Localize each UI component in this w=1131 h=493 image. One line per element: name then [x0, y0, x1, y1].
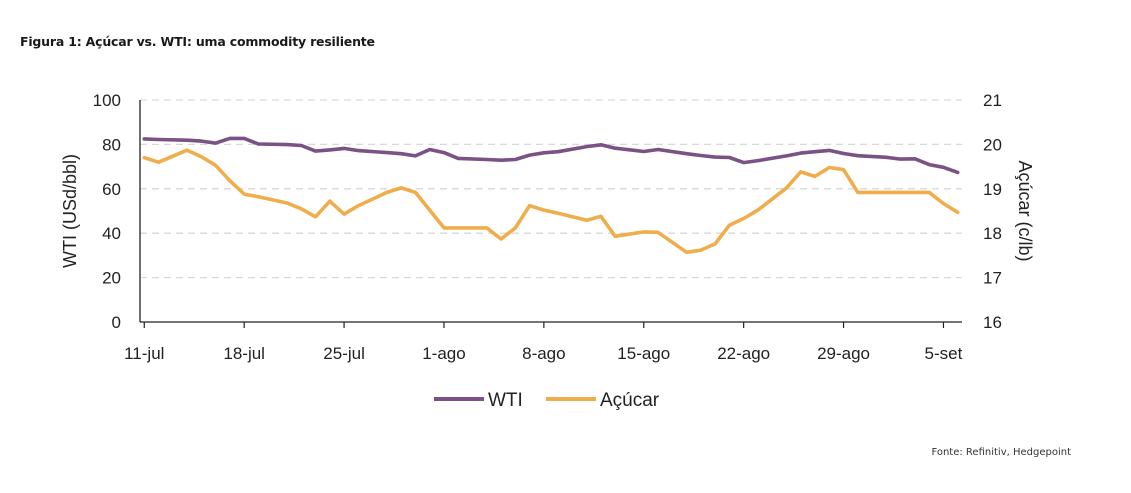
y-left-tick-label: 80: [102, 135, 121, 154]
series-line-wti: [142, 136, 960, 175]
series-line-acucar: [142, 148, 960, 255]
legend: WTI Açúcar: [434, 390, 660, 411]
x-tick-label: 11-jul: [124, 344, 164, 363]
x-tick-label: 15-ago: [617, 344, 670, 363]
y-right-tick-label: 16: [983, 313, 1002, 332]
y-right-tick-label: 17: [983, 269, 1002, 288]
source-note: Fonte: Refinitiv, Hedgepoint: [931, 447, 1071, 458]
x-tick-label: 25-jul: [323, 344, 365, 363]
x-tick-label: 22-ago: [717, 344, 770, 363]
y-right-tick-label: 20: [983, 135, 1002, 154]
x-tick-label: 18-jul: [223, 344, 265, 363]
legend-label-acucar: Açúcar: [600, 390, 660, 411]
tick-labels: 11-jul 18-jul 25-jul 1-ago 8-ago 15-ago 22-ago…: [93, 91, 1002, 363]
x-tick-label: 8-ago: [522, 344, 565, 363]
y-right-tick-label: 19: [983, 180, 1002, 199]
x-tick-label: 5-set: [925, 344, 963, 363]
y-left-tick-label: 0: [112, 313, 121, 332]
x-tick-label: 1-ago: [422, 344, 465, 363]
legend-label-wti: WTI: [488, 390, 523, 411]
x-tick-label: 29-ago: [817, 344, 870, 363]
series-lines: [142, 136, 960, 255]
figure-title: Figura 1: Açúcar vs. WTI: uma commodity …: [20, 34, 375, 49]
y-right-tick-label: 18: [983, 224, 1002, 243]
y-left-tick-label: 60: [102, 180, 121, 199]
y-left-tick-label: 40: [102, 224, 121, 243]
y-left-tick-label: 100: [93, 91, 121, 110]
gridlines: [140, 99, 962, 279]
axes: [139, 100, 962, 328]
y-right-tick-label: 21: [983, 91, 1002, 110]
y-axis-left-title: WTI (USd/bbl): [60, 154, 80, 268]
y-axis-right-title: Açúcar (c/lb): [1015, 160, 1035, 261]
y-left-tick-label: 20: [102, 269, 121, 288]
